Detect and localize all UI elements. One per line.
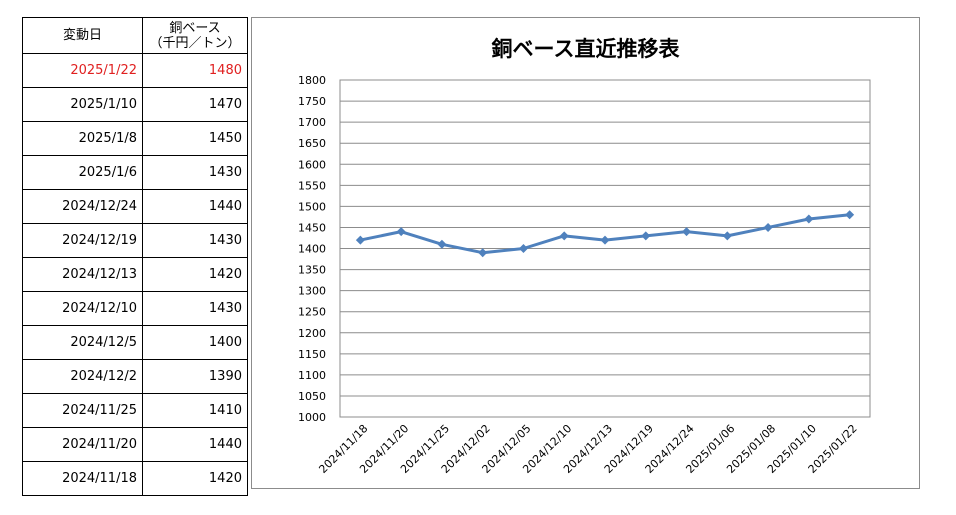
header-value-line2: （千円／トン）: [149, 35, 241, 51]
row-value: 1430: [142, 155, 248, 190]
table-row: 2025/1/10 1470: [22, 87, 248, 122]
row-value: 1420: [142, 461, 248, 496]
y-tick-label: 1650: [298, 137, 326, 150]
row-date: 2024/11/20: [22, 427, 143, 462]
row-value: 1480: [142, 53, 248, 88]
y-tick-label: 1750: [298, 95, 326, 108]
y-tick-label: 1450: [298, 221, 326, 234]
row-value: 1410: [142, 393, 248, 428]
y-tick-label: 1050: [298, 390, 326, 403]
row-date: 2025/1/10: [22, 87, 143, 122]
table-row: 2024/12/5 1400: [22, 325, 248, 360]
y-tick-label: 1000: [298, 411, 326, 424]
row-date: 2024/12/13: [22, 257, 143, 292]
table-row: 2025/1/22 1480: [22, 53, 248, 88]
row-value: 1400: [142, 325, 248, 360]
y-tick-label: 1700: [298, 116, 326, 129]
y-tick-label: 1600: [298, 158, 326, 171]
row-date: 2025/1/22: [22, 53, 143, 88]
row-date: 2024/12/2: [22, 359, 143, 394]
table-row: 2024/12/10 1430: [22, 291, 248, 326]
data-point: [641, 231, 651, 241]
series-line: [360, 213, 850, 255]
table-row: 2024/12/24 1440: [22, 189, 248, 224]
line-chart: 1000 1050 1100 1150 1200 1250 1300 1350 1400 1450…: [298, 74, 871, 476]
chart-frame: 銅ベース直近推移表 1000 1050 1100 1150 1200 1250 1300 13…: [251, 17, 920, 489]
row-value: 1430: [142, 223, 248, 258]
data-point: [478, 248, 488, 258]
chart-title: 銅ベース直近推移表: [491, 37, 680, 61]
data-point: [804, 214, 814, 224]
table-header-row: 変動日 銅ベース （千円／トン）: [22, 17, 248, 54]
row-date: 2024/12/10: [22, 291, 143, 326]
row-value: 1450: [142, 121, 248, 156]
row-value: 1430: [142, 291, 248, 326]
row-date: 2025/1/6: [22, 155, 143, 190]
y-tick-label: 1350: [298, 264, 326, 277]
row-value: 1440: [142, 189, 248, 224]
row-value: 1420: [142, 257, 248, 292]
data-point: [518, 244, 528, 253]
row-value: 1470: [142, 87, 248, 122]
table-row: 2024/11/18 1420: [22, 461, 248, 496]
row-date: 2024/11/18: [22, 461, 143, 496]
price-table: 変動日 銅ベース （千円／トン） 2025/1/22 1480 2025/1/10 1…: [22, 17, 248, 496]
data-point: [763, 222, 773, 232]
y-tick-label: 1250: [298, 306, 326, 319]
data-point: [722, 231, 732, 241]
y-tick-label: 1100: [298, 369, 326, 382]
data-point: [845, 210, 855, 220]
table-row: 2024/12/13 1420: [22, 257, 248, 292]
header-date: 変動日: [22, 17, 143, 54]
table-row: 2024/11/25 1410: [22, 393, 248, 428]
table-body: 2025/1/22 1480 2025/1/10 1470 2025/1/8 1450 20…: [22, 53, 248, 496]
y-tick-label: 1800: [298, 74, 326, 87]
row-date: 2024/12/5: [22, 325, 143, 360]
row-value: 1390: [142, 359, 248, 394]
data-point: [396, 227, 406, 237]
y-tick-label: 1150: [298, 348, 326, 361]
table-row: 2025/1/8 1450: [22, 121, 248, 156]
data-point: [355, 235, 365, 245]
table-row: 2025/1/6 1430: [22, 155, 248, 190]
table-row: 2024/11/20 1440: [22, 427, 248, 462]
y-tick-label: 1400: [298, 243, 326, 256]
data-point: [682, 227, 692, 237]
row-date: 2024/12/24: [22, 189, 143, 224]
table-row: 2024/12/19 1430: [22, 223, 248, 258]
row-value: 1440: [142, 427, 248, 462]
row-date: 2024/11/25: [22, 393, 143, 428]
plot-area: [339, 79, 871, 418]
y-tick-label: 1550: [298, 179, 326, 192]
data-point: [559, 231, 569, 241]
table-row: 2024/12/2 1390: [22, 359, 248, 394]
data-point: [437, 239, 447, 249]
header-value-line1: 銅ベース: [169, 20, 221, 36]
header-value: 銅ベース （千円／トン）: [142, 17, 248, 54]
row-date: 2024/12/19: [22, 223, 143, 258]
y-tick-label: 1500: [298, 200, 326, 213]
row-date: 2025/1/8: [22, 121, 143, 156]
y-tick-label: 1200: [298, 327, 326, 340]
data-point: [600, 235, 610, 245]
y-tick-label: 1300: [298, 285, 326, 298]
